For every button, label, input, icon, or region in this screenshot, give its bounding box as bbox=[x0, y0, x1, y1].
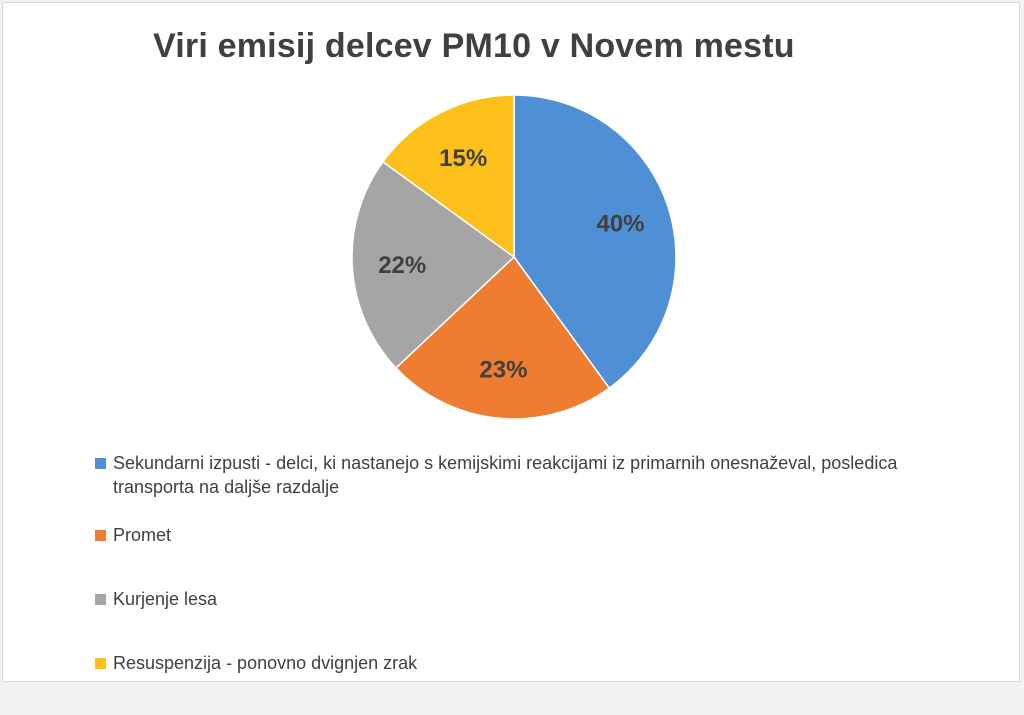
legend-item-sekundarni-izpusti: Sekundarni izpusti - delci, ki nastanejo… bbox=[95, 451, 975, 523]
slice-promet bbox=[394, 255, 611, 420]
legend-swatch bbox=[95, 594, 106, 605]
legend-swatch bbox=[95, 530, 106, 541]
chart-title: Viri emisij delcev PM10 v Novem mestu bbox=[153, 27, 795, 65]
legend-swatch bbox=[95, 458, 106, 469]
slice-sekundarni-izpusti bbox=[513, 94, 677, 390]
legend-label: Kurjenje lesa bbox=[113, 589, 218, 609]
legend: Sekundarni izpusti - delci, ki nastanejo… bbox=[95, 451, 975, 715]
legend-item-promet: Promet bbox=[95, 523, 975, 587]
slice-kurjenje-lesa bbox=[351, 160, 516, 369]
data-label: 15% bbox=[439, 145, 487, 172]
legend-label: Sekundarni izpusti - delci, ki nastanejo… bbox=[113, 453, 898, 497]
chart-area: Viri emisij delcev PM10 v Novem mestu 40… bbox=[2, 2, 1020, 682]
data-label: 40% bbox=[596, 210, 644, 237]
legend-swatch bbox=[95, 658, 106, 669]
slice-resuspenzija bbox=[381, 94, 515, 259]
pie-chart: 40% 23% 22% 15% bbox=[351, 94, 677, 420]
legend-item-kurjenje-lesa: Kurjenje lesa bbox=[95, 587, 975, 651]
legend-label: Promet bbox=[113, 525, 172, 545]
legend-item-resuspenzija: Resuspenzija - ponovno dvignjen zrak bbox=[95, 651, 975, 715]
data-label: 22% bbox=[378, 252, 426, 279]
data-label: 23% bbox=[479, 357, 527, 384]
legend-label: Resuspenzija - ponovno dvignjen zrak bbox=[113, 653, 418, 673]
